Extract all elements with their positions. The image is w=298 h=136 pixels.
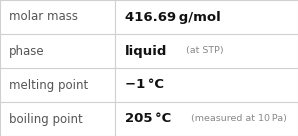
- Text: −1 °C: −1 °C: [125, 78, 164, 92]
- Text: molar mass: molar mass: [9, 10, 78, 24]
- Text: 416.69 g/mol: 416.69 g/mol: [125, 10, 221, 24]
- Text: 205 °C: 205 °C: [125, 112, 171, 126]
- Text: liquid: liquid: [125, 44, 167, 58]
- Text: phase: phase: [9, 44, 45, 58]
- Text: melting point: melting point: [9, 78, 88, 92]
- Text: (measured at 10 Pa): (measured at 10 Pa): [191, 115, 287, 123]
- Text: (at STP): (at STP): [186, 47, 224, 55]
- Text: boiling point: boiling point: [9, 112, 83, 126]
